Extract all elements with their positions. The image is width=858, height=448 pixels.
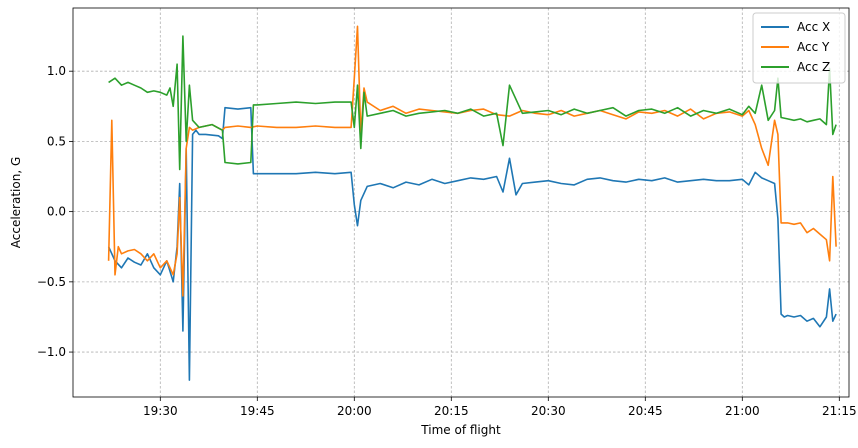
y-tick-label: 0.0 <box>47 205 66 219</box>
series-line-acc-z <box>108 35 837 171</box>
y-axis: −1.0 −0.5 0.0 0.5 1.0 <box>37 64 73 359</box>
series-line-acc-y <box>107 25 837 297</box>
y-tick-label: −1.0 <box>37 345 66 359</box>
x-tick-label: 19:45 <box>240 404 275 418</box>
series-layer <box>107 25 837 381</box>
y-tick-label: 0.5 <box>47 134 66 148</box>
x-tick-label: 20:45 <box>628 404 663 418</box>
x-tick-label: 21:15 <box>822 404 857 418</box>
y-tick-label: −0.5 <box>37 275 66 289</box>
x-tick-label: 20:15 <box>434 404 469 418</box>
x-axis-label: Time of flight <box>420 423 501 437</box>
series-line-acc-x <box>107 106 837 381</box>
legend-box <box>752 12 846 84</box>
x-tick-label: 20:00 <box>337 404 372 418</box>
y-axis-label: Acceleration, G <box>9 157 23 249</box>
legend-label: Acc Y <box>797 40 830 54</box>
legend-label: Acc X <box>797 20 830 34</box>
x-tick-label: 21:00 <box>725 404 760 418</box>
legend: Acc X Acc Y Acc Z <box>752 12 846 84</box>
x-tick-label: 20:30 <box>531 404 566 418</box>
y-tick-label: 1.0 <box>47 64 66 78</box>
x-axis: 19:30 19:45 20:00 20:15 20:30 20:45 21:00 21:15 <box>143 397 857 418</box>
plot-area <box>107 25 837 381</box>
legend-label: Acc Z <box>797 60 830 74</box>
x-tick-label: 19:30 <box>143 404 178 418</box>
plot-frame <box>72 7 850 398</box>
